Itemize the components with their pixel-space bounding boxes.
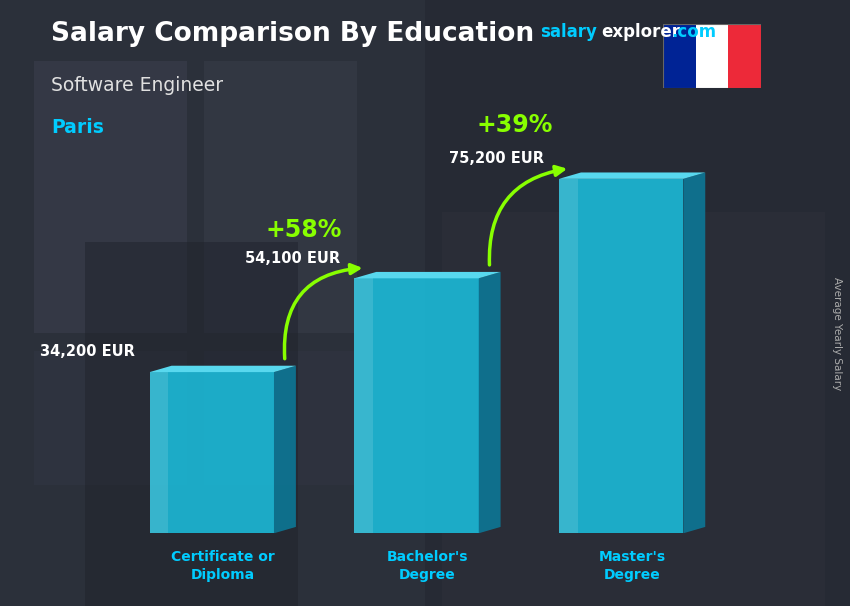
Text: Bachelor's
Degree: Bachelor's Degree (387, 550, 468, 582)
Polygon shape (150, 372, 274, 533)
Bar (85, 242, 298, 606)
Polygon shape (150, 366, 296, 372)
Text: Software Engineer: Software Engineer (51, 76, 223, 95)
Text: 75,200 EUR: 75,200 EUR (450, 151, 544, 166)
Text: Paris: Paris (51, 118, 104, 137)
Bar (204, 351, 357, 485)
Bar (442, 212, 824, 606)
Text: +39%: +39% (477, 113, 553, 136)
Polygon shape (559, 179, 683, 533)
Polygon shape (150, 372, 168, 533)
Polygon shape (559, 179, 578, 533)
Text: .com: .com (672, 23, 717, 41)
Text: 54,100 EUR: 54,100 EUR (245, 250, 340, 265)
Text: 34,200 EUR: 34,200 EUR (40, 344, 135, 359)
Bar (34, 351, 187, 485)
Bar (663, 24, 695, 88)
Polygon shape (683, 173, 706, 533)
Text: salary: salary (540, 23, 597, 41)
Bar (425, 0, 850, 606)
Polygon shape (354, 278, 373, 533)
Polygon shape (354, 272, 501, 278)
Bar (695, 24, 728, 88)
Bar (204, 61, 357, 333)
Polygon shape (479, 272, 501, 533)
Polygon shape (354, 278, 479, 533)
Text: Average Yearly Salary: Average Yearly Salary (832, 277, 842, 390)
Bar (34, 61, 187, 333)
Text: Certificate or
Diploma: Certificate or Diploma (171, 550, 275, 582)
Text: +58%: +58% (265, 218, 342, 242)
Text: explorer: explorer (601, 23, 680, 41)
Text: Salary Comparison By Education: Salary Comparison By Education (51, 21, 534, 47)
Polygon shape (274, 366, 296, 533)
Bar (728, 24, 761, 88)
Text: Master's
Degree: Master's Degree (598, 550, 666, 582)
Polygon shape (559, 173, 706, 179)
